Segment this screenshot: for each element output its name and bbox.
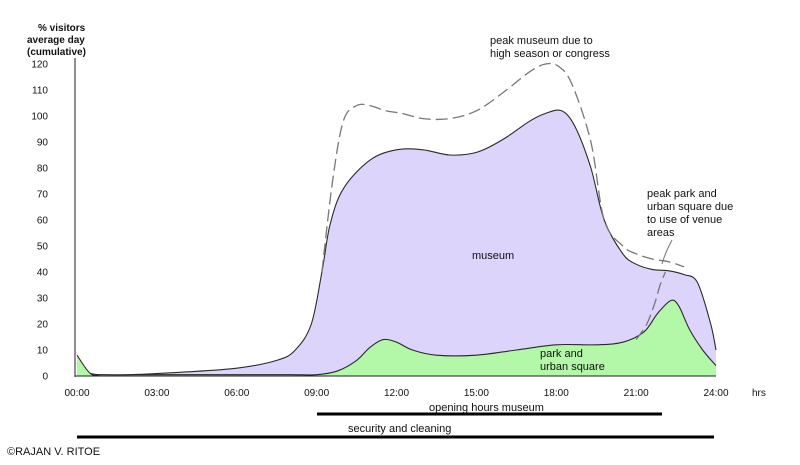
x-tick-label: 12:00 [384, 388, 409, 399]
x-tick-label: 15:00 [464, 388, 489, 399]
peak-museum-label-line-1: peak museum due to [490, 35, 593, 47]
copyright-credit: ©RAJAN V. RITOE [7, 446, 100, 458]
x-tick-labels: 00:00 03:00 06:00 09:00 12:00 15:00 18:00 21:00… [64, 388, 728, 399]
x-tick-label: 18:00 [544, 388, 569, 399]
x-axis-unit-label: hrs [752, 388, 766, 399]
park-area [77, 300, 716, 376]
peak-park-label-line-4: areas [647, 227, 675, 239]
peak-museum-dashed-line [321, 62, 685, 273]
x-tick-label: 03:00 [144, 388, 169, 399]
axes [74, 58, 716, 377]
museum-label: museum [472, 250, 514, 262]
opening-hours-label: opening hours museum [429, 402, 544, 414]
park-label-line-2: urban square [540, 361, 605, 373]
x-tick-label: 21:00 [624, 388, 649, 399]
peak-park-label-line-2: urban square due [647, 201, 733, 213]
y-tick-label: 10 [37, 346, 49, 357]
y-tick-label: 40 [37, 268, 49, 279]
peak-park-dashed-line [635, 271, 667, 340]
y-tick-label: 70 [37, 190, 49, 201]
y-tick-labels: 0 10 20 30 40 50 60 70 80 90 100 110 120 [31, 60, 48, 383]
y-tick-label: 20 [37, 320, 49, 331]
x-tick-label: 00:00 [64, 388, 89, 399]
x-tick-label: 24:00 [703, 388, 728, 399]
y-tick-label: 90 [37, 138, 49, 149]
park-label-line-1: park and [540, 348, 583, 360]
x-tick-label: 09:00 [304, 388, 329, 399]
y-tick-label: 80 [37, 164, 49, 175]
y-tick-label: 110 [32, 86, 48, 97]
line-layer [321, 62, 685, 340]
y-axis-label-line-2: average day [27, 35, 85, 46]
peak-museum-label-line-2: high season or congress [490, 48, 610, 60]
y-axis-label-line-3: (cumulative) [27, 47, 86, 58]
y-tick-label: 60 [37, 216, 49, 227]
y-tick-label: 100 [31, 112, 48, 123]
park-area-outline [76, 299, 717, 376]
area-layer [76, 109, 717, 376]
y-tick-label: 120 [31, 60, 48, 71]
y-tick-label: 0 [42, 372, 48, 383]
peak-park-label-line-3: to use of venue [647, 214, 722, 226]
y-tick-label: 50 [37, 242, 49, 253]
y-tick-label: 30 [37, 294, 49, 305]
museum-area-outline [76, 109, 717, 376]
x-tick-label: 06:00 [224, 388, 249, 399]
y-axis-label-line-1: % visitors [38, 23, 86, 34]
peak-park-label-line-1: peak park and [647, 188, 717, 200]
peak-park-pointer-line [661, 239, 673, 265]
security-cleaning-label: security and cleaning [348, 423, 451, 435]
museum-area [77, 110, 716, 376]
